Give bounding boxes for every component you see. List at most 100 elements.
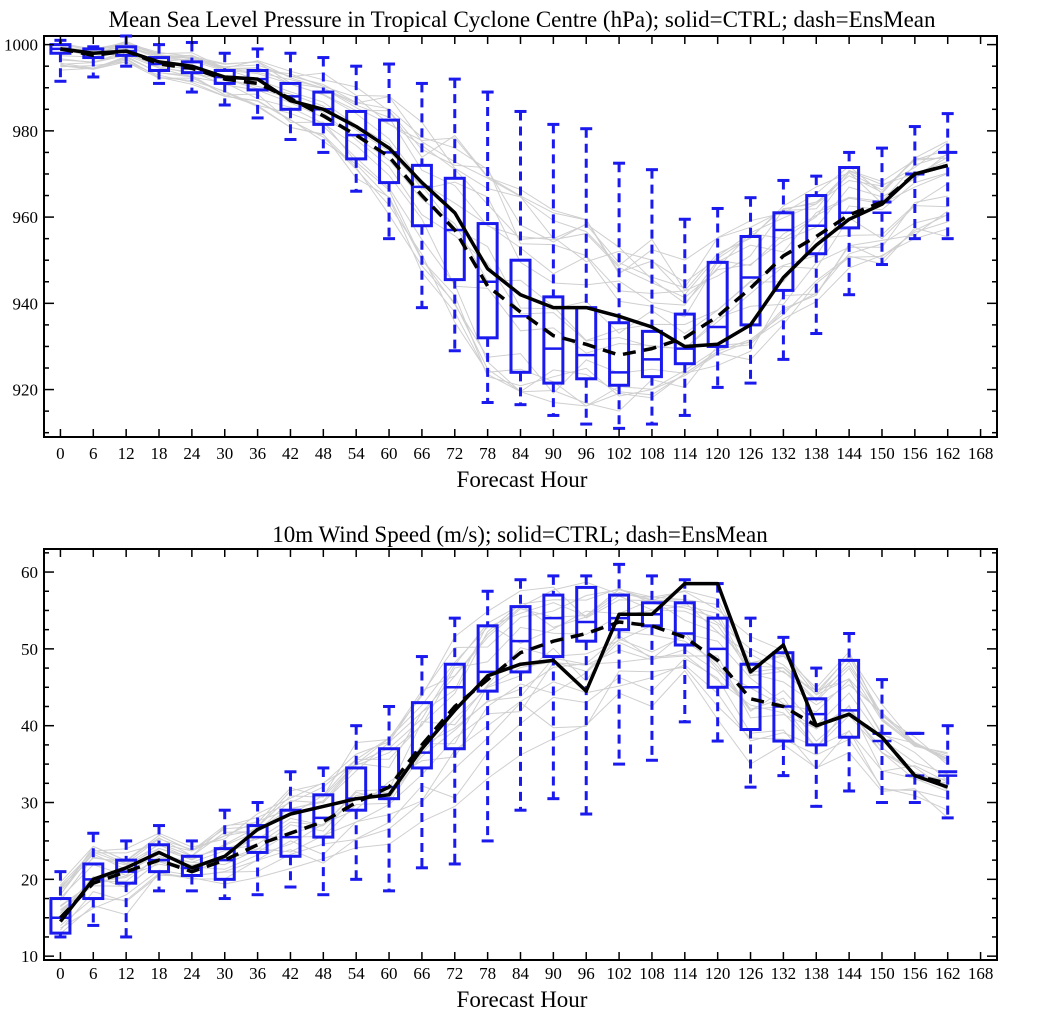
box-plot-132 [772, 178, 795, 361]
x-tick-label: 156 [902, 444, 928, 463]
iqr-box [542, 593, 565, 659]
box-plot-132 [772, 635, 795, 778]
iqr-box [49, 897, 72, 935]
iqr-box [673, 601, 696, 647]
ensemble-member-line [60, 61, 948, 407]
x-tick-label: 12 [118, 444, 135, 463]
box-plot-54 [345, 64, 368, 193]
x-tick-label: 102 [606, 444, 632, 463]
iqr-box [739, 662, 762, 732]
y-tick-label: 1000 [4, 36, 38, 55]
x-tick-label: 108 [639, 964, 665, 983]
box-plot-126 [739, 616, 762, 789]
x-tick-label: 102 [606, 964, 632, 983]
ctrl-line [59, 581, 949, 923]
box-plot-84 [509, 578, 532, 812]
x-tick-label: 84 [512, 964, 530, 983]
x-tick-label: 96 [578, 444, 595, 463]
ensemble-member-line [60, 581, 948, 883]
ensemble-member-line [60, 605, 948, 892]
x-tick-label: 138 [804, 964, 830, 983]
iqr-box [476, 624, 499, 693]
iqr-box [345, 766, 368, 812]
mean-lines [59, 581, 949, 923]
box-plot-0 [49, 870, 72, 939]
ensemble-member-line [60, 59, 948, 396]
x-tick-label: 168 [968, 444, 994, 463]
x-tick-label: 24 [183, 444, 201, 463]
y-tick-label: 60 [21, 563, 38, 582]
ensemble-member-line [60, 53, 948, 350]
iqr-box [82, 862, 105, 901]
iqr-box [509, 605, 532, 674]
panel-mslp: Mean Sea Level Pressure in Tropical Cycl… [4, 7, 998, 492]
x-tick-label: 120 [705, 964, 731, 983]
ensemble-member-line [60, 664, 948, 926]
box-plot-30 [213, 808, 236, 901]
chart-title: 10m Wind Speed (m/s); solid=CTRL; dash=E… [272, 522, 768, 547]
box-plot-42 [279, 770, 302, 889]
x-tick-label: 6 [89, 964, 98, 983]
iqr-box [706, 616, 729, 689]
x-tick-label: 84 [512, 444, 530, 463]
x-tick-label: 54 [348, 964, 366, 983]
iqr-box [772, 211, 795, 292]
ensemble-member-line [60, 61, 948, 397]
iqr-box [443, 662, 466, 751]
box-plot-90 [542, 574, 565, 801]
x-tick-label: 126 [738, 964, 764, 983]
box-plot-150 [872, 678, 892, 805]
iqr-box [575, 585, 598, 643]
ensemble-member-line [60, 635, 948, 915]
box-plot-138 [805, 174, 828, 336]
box-plot-60 [378, 704, 401, 893]
x-axis-label: Forecast Hour [457, 987, 588, 1011]
y-tick-label: 30 [21, 794, 38, 813]
x-tick-label: 24 [183, 964, 201, 983]
box-plot-162 [938, 724, 958, 820]
x-tick-label: 132 [771, 444, 797, 463]
y-tick-label: 920 [13, 381, 39, 400]
x-tick-label: 0 [56, 444, 65, 463]
x-tick-label: 48 [315, 964, 332, 983]
box-plot-162 [938, 112, 958, 241]
x-tick-label: 78 [479, 964, 496, 983]
ensemble-members [59, 581, 949, 934]
y-tick-label: 50 [21, 640, 38, 659]
box-plot-66 [410, 655, 433, 870]
y-tick-label: 960 [13, 208, 39, 227]
ensemble-member-line [59, 586, 948, 896]
axes: 0 6 12 18 24 30 36 42 48 54 60 66 72 78 84 90 96 102 108 11… [4, 36, 997, 463]
x-tick-label: 36 [249, 444, 266, 463]
x-tick-label: 150 [869, 964, 895, 983]
ensemble-member-line [60, 58, 948, 412]
box-plot-78 [476, 90, 499, 405]
box-plot-66 [410, 81, 433, 310]
iqr-box [838, 166, 861, 230]
ensemble-member-line [60, 45, 948, 304]
x-axis-label: Forecast Hour [457, 467, 588, 492]
ensemble-member-line [60, 43, 948, 275]
box-plot-96 [575, 574, 598, 816]
box-plot-72 [443, 616, 466, 866]
ensemble-member-line [60, 42, 948, 289]
ensmean-line [60, 47, 949, 357]
x-tick-label: 144 [836, 444, 862, 463]
x-tick-label: 90 [545, 444, 562, 463]
x-tick-label: 96 [578, 964, 595, 983]
x-tick-label: 120 [705, 444, 731, 463]
y-tick-label: 10 [21, 947, 38, 966]
x-tick-label: 66 [413, 964, 430, 983]
ensemble-member-line [60, 589, 949, 887]
box-plot-156 [905, 731, 925, 805]
x-tick-label: 156 [902, 964, 928, 983]
box-plot-54 [345, 724, 368, 881]
x-tick-label: 114 [672, 964, 697, 983]
x-tick-label: 162 [935, 444, 961, 463]
axes: 0 6 12 18 24 30 36 42 48 54 60 66 72 78 84 90 96 102 108 11… [21, 549, 997, 983]
panel-wind: 10m Wind Speed (m/s); solid=CTRL; dash=E… [21, 522, 998, 1011]
ensemble-member-line [60, 669, 949, 934]
box-plot-78 [476, 589, 499, 843]
box-plot-84 [509, 109, 532, 407]
chart-title: Mean Sea Level Pressure in Tropical Cycl… [109, 7, 936, 32]
